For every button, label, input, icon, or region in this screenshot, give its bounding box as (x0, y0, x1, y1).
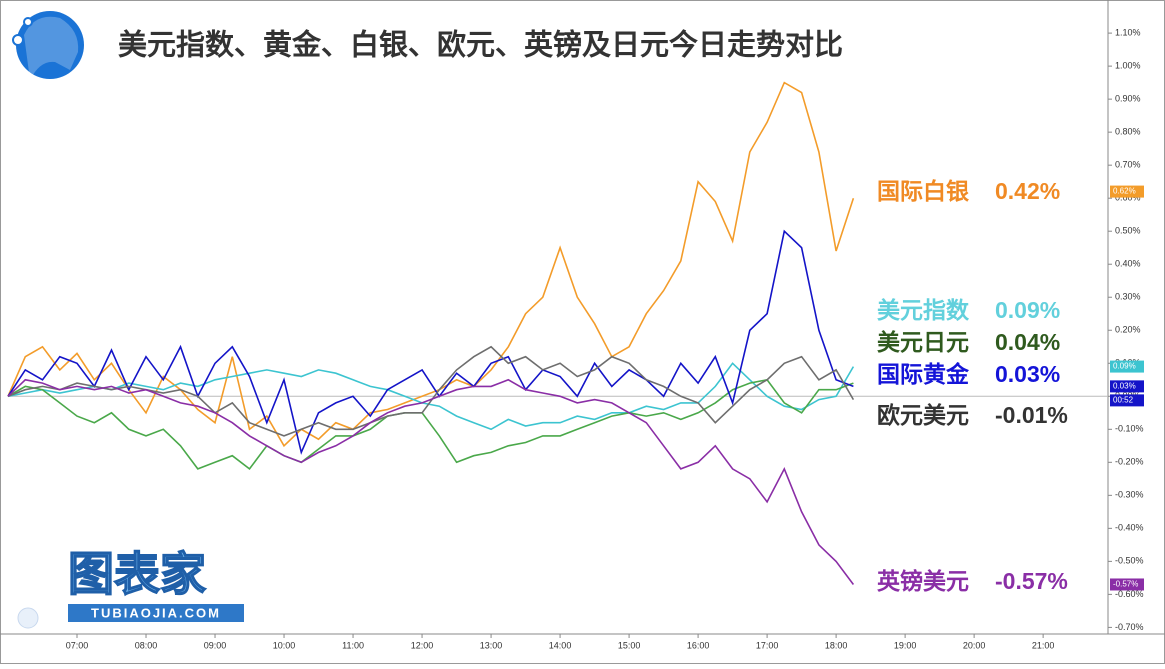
y-tick-label: -0.30% (1115, 490, 1144, 500)
plot (7, 81, 1108, 585)
brand-banner (68, 604, 244, 622)
y-tick-label: 1.00% (1115, 61, 1141, 71)
series-line (7, 229, 854, 455)
y-tick-label: 0.40% (1115, 259, 1141, 269)
y-tick-label: 0.90% (1115, 94, 1141, 104)
logo (12, 11, 84, 80)
series-change: -0.01% (995, 402, 1068, 428)
price-tag (1110, 380, 1144, 393)
price-tag (1110, 360, 1144, 373)
series-name: 欧元美元 (877, 402, 969, 428)
y-tick-label: -0.50% (1115, 556, 1144, 566)
x-tick-label: 20:00 (963, 640, 986, 650)
x-tick-label: 17:00 (756, 640, 779, 650)
tv-icon (17, 607, 39, 629)
y-tick-label: 0.80% (1115, 127, 1141, 137)
series-name: 美元日元 (877, 329, 969, 355)
x-tick-label: 15:00 (618, 640, 641, 650)
x-tick-label: 18:00 (825, 640, 848, 650)
series-line (7, 362, 855, 431)
series-change: 0.09% (995, 297, 1060, 323)
series-line (7, 81, 855, 448)
y-tick-label: -0.60% (1115, 589, 1144, 599)
brand-site: TUBIAOJIA.COM (91, 605, 221, 620)
series-change: 0.03% (995, 361, 1060, 387)
series-name: 美元指数 (877, 297, 970, 323)
series-name: 英镑美元 (877, 568, 969, 594)
series-name: 国际黄金 (877, 361, 970, 387)
y-tick-label: 0.70% (1115, 160, 1141, 170)
x-tick-label: 08:00 (135, 640, 158, 650)
chart-title: 美元指数、黄金、白银、欧元、英镑及日元今日走势对比 (118, 28, 843, 62)
series-change: -0.57% (995, 568, 1068, 594)
x-tick-label: 21:00 (1032, 640, 1055, 650)
price-tag-label: -0.57% (1113, 580, 1138, 589)
series-change: 0.42% (995, 178, 1060, 204)
x-tick-label: 19:00 (894, 640, 917, 650)
series-line (7, 378, 854, 471)
series-name: 国际白银 (877, 178, 970, 204)
x-tick-label: 11:00 (342, 640, 364, 650)
x-tick-label: 09:00 (204, 640, 227, 650)
x-tick-label: 14:00 (549, 640, 572, 650)
price-tag (1110, 185, 1144, 198)
price-tag-label: 0.03% (1113, 381, 1136, 390)
y-tick-label: 0.20% (1115, 325, 1141, 335)
countdown: 00:52 (1113, 395, 1134, 404)
x-tick-label: 16:00 (687, 640, 710, 650)
y-tick-label: 1.10% (1115, 27, 1141, 37)
brand-name: 图表家 (68, 548, 206, 600)
price-tag-label: 0.09% (1113, 362, 1136, 371)
price-tag-label: 0.62% (1113, 187, 1136, 196)
series-change: 0.04% (995, 329, 1060, 355)
brand: 图表家 TUBIAOJIA.COM (17, 547, 244, 629)
price-tag (1110, 578, 1144, 591)
x-tick-label: 07:00 (66, 640, 89, 650)
y-tick-label: -0.20% (1115, 457, 1144, 467)
y-tick-label: -0.40% (1115, 523, 1144, 533)
x-tick-label: 12:00 (411, 640, 434, 650)
y-tick-label: -0.10% (1115, 424, 1144, 434)
x-tick-label: 10:00 (273, 640, 296, 650)
y-tick-label: 0.50% (1115, 226, 1141, 236)
x-tick-label: 13:00 (480, 640, 503, 650)
y-tick-label: 0.30% (1115, 292, 1141, 302)
countdown-tag (1110, 394, 1144, 407)
y-tick-label: -0.70% (1115, 622, 1144, 632)
series-line (7, 378, 855, 585)
